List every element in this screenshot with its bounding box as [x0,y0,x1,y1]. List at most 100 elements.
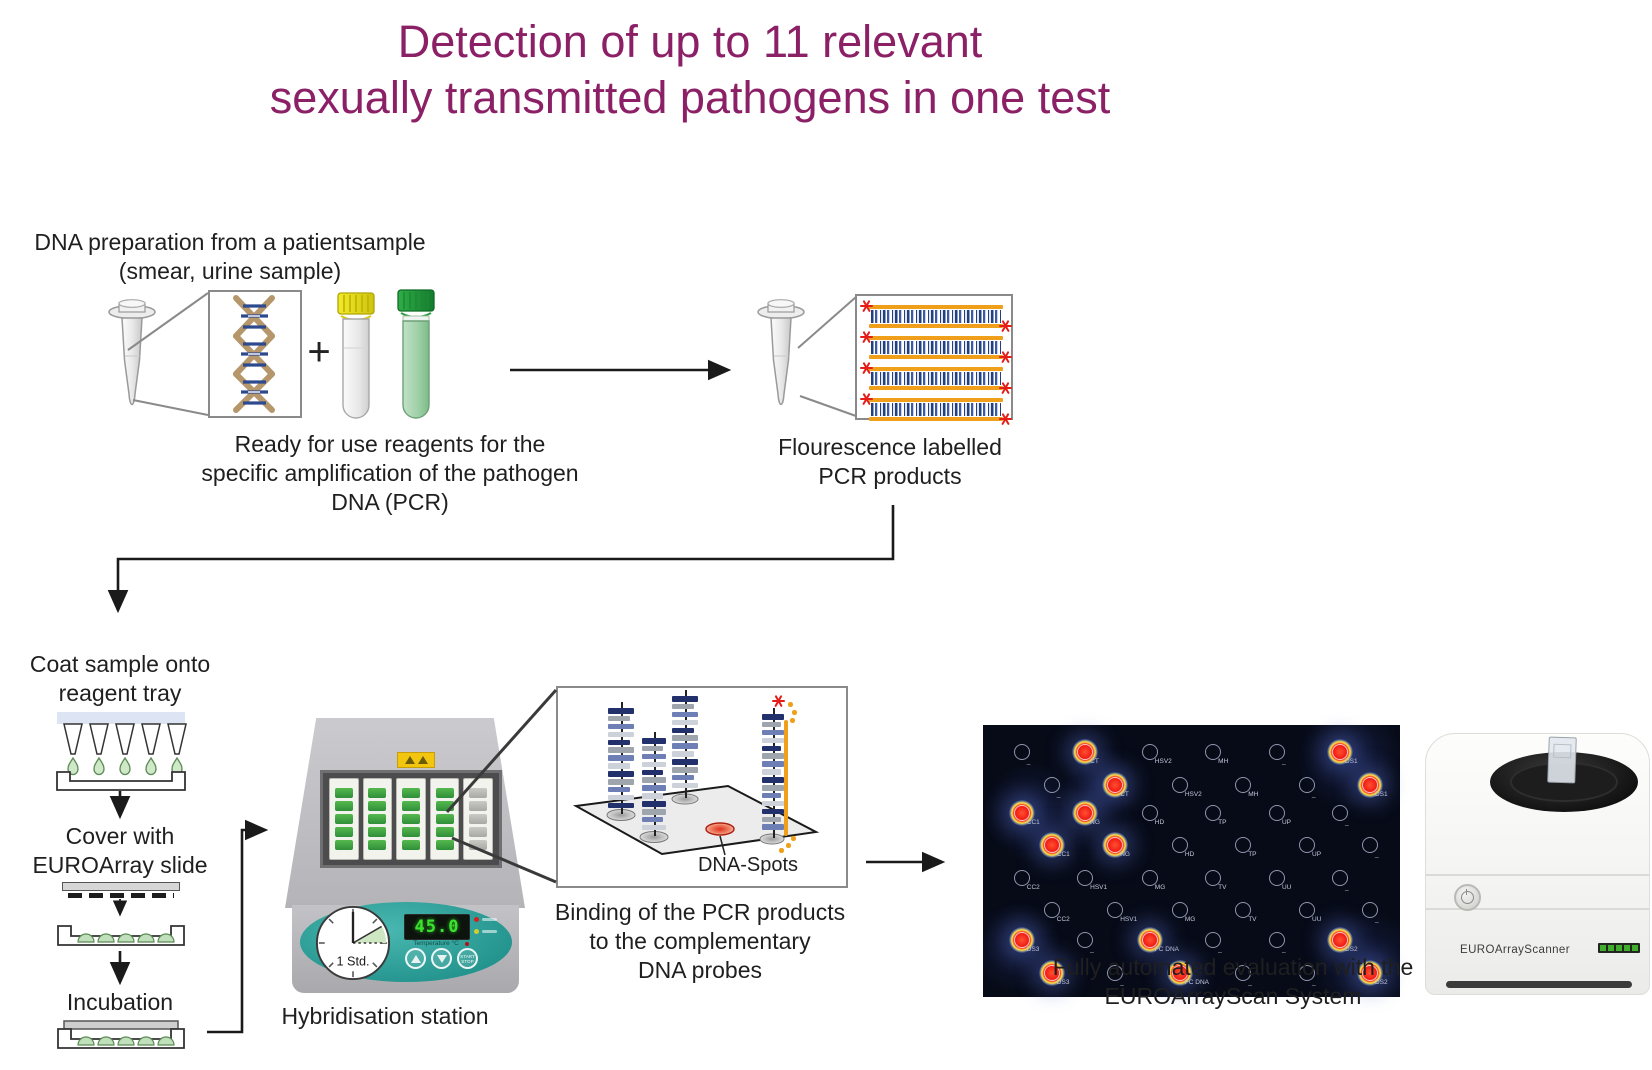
spot-label: HD [1154,819,1165,827]
spot-ring-icon [1013,870,1030,887]
cover-label-line2: EUROArray slide [32,852,208,878]
spot-ring-icon [1331,744,1348,761]
power-button[interactable] [1454,884,1481,911]
spot-label: _ [1374,850,1379,858]
array-spot-negative: TP [1203,803,1227,827]
array-spot-negative: HD [1140,803,1164,826]
slide-well-icon [401,840,420,850]
spot-ring-icon [1171,776,1188,793]
spot-label: CT [1120,790,1129,798]
slide-well-icon [401,814,420,824]
spot-label: MG [1154,884,1166,892]
spot-label: CC1 [1056,850,1070,858]
spot-ring-icon [1268,870,1285,887]
slide-well-icon [469,814,488,824]
spot-label: HSV1 [1120,915,1138,923]
array-spot-negative: UP [1267,803,1291,826]
slide-well-icon [435,814,454,824]
warning-label-icon [397,752,435,768]
array-spot-negative: MG [1170,900,1195,923]
array-spot-negative: MH [1233,775,1258,798]
array-spot-positive: FC DNA [1136,926,1179,953]
stop-label: STOP [461,958,474,964]
temperature-value: 45.0 [414,917,460,937]
array-spot-negative: UU [1297,900,1321,923]
pcr-strand-icon [860,398,1012,421]
spot-label: _ [1090,945,1094,953]
slide-well-icon [334,814,353,824]
spot-label: CC2 [1056,915,1070,923]
start-label: START [460,953,475,959]
array-spot-positive: CT [1072,739,1099,766]
array-spot-negative: TV [1203,868,1227,892]
slide-well-icon [435,788,454,798]
spot-label: HSV2 [1154,758,1172,766]
spot-label: DS2 [1344,945,1358,953]
spot-ring-icon [1268,744,1285,761]
spot-ring-icon [1299,836,1315,853]
spot-ring-icon [1268,931,1285,948]
spot-ring-icon [1141,931,1158,948]
reagent-tube-green-icon [397,289,435,419]
pcr-strand-icon [860,305,1012,328]
array-spot-positive: DS1 [1356,771,1388,798]
spot-label: _ [1374,915,1379,923]
array-spot-negative: HSV1 [1075,868,1107,891]
spot-ring-icon [1171,836,1188,853]
eppendorf-tube-icon [108,299,156,406]
slide-well-icon [469,788,488,798]
coat-label-line2: reagent tray [58,680,182,706]
array-spot-negative: _ [1330,868,1350,891]
slide-well-icon [334,788,353,798]
pipette-tray-icon [56,712,187,791]
spot-ring-icon [1107,776,1124,793]
temp-up-button[interactable] [405,948,426,969]
spot-ring-icon [1077,805,1094,822]
array-spot-negative: CC2 [1042,900,1070,923]
spot-label: _ [1218,945,1222,953]
spot-label: TP [1218,819,1227,827]
scanner-slot [1446,981,1632,988]
spot-label: _ [1056,790,1061,798]
array-spot-negative: _ [1233,963,1253,986]
array-spot-negative: HSV2 [1170,775,1202,798]
spot-label: CC2 [1026,884,1040,892]
spot-label: MG [1184,915,1196,923]
array-spot-positive: DS3 [1038,959,1069,986]
array-spot-negative: _ [1297,775,1317,798]
spot-ring-icon [1235,964,1252,981]
spot-label: _ [1120,978,1124,986]
spot-ring-icon [1205,805,1222,822]
array-spot-negative: HSV1 [1105,900,1137,923]
array-spot-negative: _ [1075,930,1095,953]
led-strip-icon [1598,943,1640,953]
fluorescence-star-icon [860,367,873,370]
slide-well-icon [469,801,488,811]
array-spot-negative: _ [1360,835,1380,858]
spot-label: CT [1090,758,1099,766]
binding-caption: Binding of the PCR products to the compl… [520,898,880,985]
temp-down-button[interactable] [431,948,452,969]
start-stop-button[interactable]: START STOP [457,948,478,969]
spot-ring-icon [1171,964,1188,981]
array-spot-negative: _ [1267,930,1287,953]
spot-ring-icon [1235,836,1252,853]
spot-ring-icon [1361,776,1378,793]
sample-tray-icon [57,925,185,946]
station-slide [396,778,426,860]
spot-label: HD [1184,850,1195,858]
pcr-products-zoom-box [855,294,1013,421]
spot-label: UP [1281,819,1292,827]
spot-label: MH [1218,758,1229,766]
timer-clock-icon: 1 Std. [315,905,391,981]
spot-label: TV [1218,884,1227,892]
spot-label: _ [1026,758,1031,766]
spot-ring-icon [1361,901,1378,918]
reagent-tube-yellow-icon [337,292,375,419]
array-spot-negative: _ [1042,775,1062,798]
array-spot-positive: NG [1072,800,1100,827]
spot-ring-icon [1331,870,1348,887]
plus-sign: + [307,330,331,374]
spot-label: _ [1248,978,1252,986]
